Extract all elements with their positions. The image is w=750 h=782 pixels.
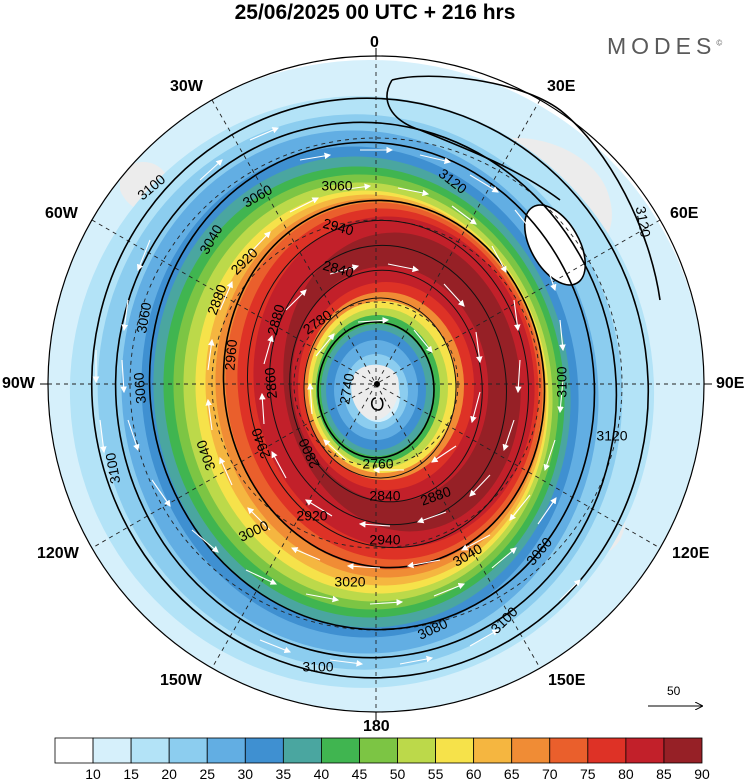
contour-label: 2940 [321,215,355,239]
colorbar-label: 40 [313,766,330,782]
colorbar-swatch [206,737,246,764]
colorbar-swatch [511,737,551,764]
geopotential-contours [90,75,661,679]
colorbar-label: 30 [237,766,254,782]
contour-label: 3120 [633,205,654,239]
colorbar-label: 50 [389,766,406,782]
colorbar-label: 55 [427,766,444,782]
contour-label: 2880 [264,302,288,336]
colorbar-label: 35 [275,766,292,782]
contour-label: 2840 [369,488,400,504]
colorbar-label: 80 [618,766,634,782]
brand-logo: MODES© [607,33,722,60]
colorbar-label: 45 [351,766,368,782]
contour-label: 2860 [261,367,280,400]
map-title: 25/06/2025 00 UTC + 216 hrs [234,1,516,24]
colorbar-swatch [587,737,627,764]
colorbar-label: 90 [694,766,710,782]
colorbar-swatch [359,737,398,764]
longitude-ticks [40,48,712,720]
lon-label-30e: 30E [547,78,576,95]
contour-label: 3100 [102,451,123,485]
colorbar-label: 60 [465,766,482,782]
contour-label: 3120 [596,428,627,444]
colorbar-swatch [321,737,360,764]
colorbar-swatch [549,737,589,764]
colorbar-swatch [473,737,513,764]
contour-label: 3100 [302,659,333,675]
contour-label: 3100 [554,366,570,397]
colorbar [54,737,703,764]
colorbar-label: 15 [123,766,139,782]
south-pole-marker [374,381,380,387]
brand-mark: © [716,38,723,48]
colorbar-swatch [54,737,94,764]
contour-label: 3020 [334,574,365,590]
wind-scale-label: 50 [667,684,681,698]
contour-label: 2760 [362,456,393,472]
colorbar-label: 10 [85,766,101,782]
lon-label-180: 180 [363,718,390,735]
lon-label-120e: 120E [672,545,710,562]
lon-label-0: 0 [370,34,379,51]
contour-lines-inner [246,219,530,549]
colorbar-label: 75 [580,766,596,782]
colorbar-swatch [168,737,208,764]
contour-label: 2740 [336,372,357,406]
contour-label: 2840 [321,257,355,281]
colorbar-swatch [244,737,284,764]
lon-label-150e: 150E [548,672,586,689]
colorbar-swatch [92,737,132,764]
lon-label-90e: 90E [716,375,745,392]
colorbar-swatch [282,737,322,764]
lon-label-150w: 150W [160,672,202,689]
colorbar-label: 25 [199,766,216,782]
colorbar-label: 20 [161,766,177,782]
brand-name: MODES [607,33,717,59]
contour-label: 2960 [221,338,240,371]
lon-label-60e: 60E [670,205,699,222]
colorbar-swatch [625,737,665,764]
lon-label-30w: 30W [170,78,203,95]
colorbar-label: 85 [656,766,672,782]
land-new-zealand [621,640,651,700]
colorbar-swatch [663,737,703,764]
contour-label: 3060 [321,178,352,194]
colorbar-swatch [130,737,170,764]
colorbar-label: 70 [541,766,558,782]
contour-label: 3060 [133,301,154,335]
lon-label-60w: 60W [45,205,78,222]
colorbar-label: 65 [503,766,520,782]
colorbar-swatch [397,737,436,764]
contour-label: 2920 [296,508,327,524]
contour-label: 3060 [130,372,149,405]
contour-label: 2940 [369,532,400,548]
colorbar-swatch [435,737,475,764]
lon-label-120w: 120W [37,545,79,562]
lon-label-90w: 90W [2,375,35,392]
wind-vectors [92,127,581,667]
